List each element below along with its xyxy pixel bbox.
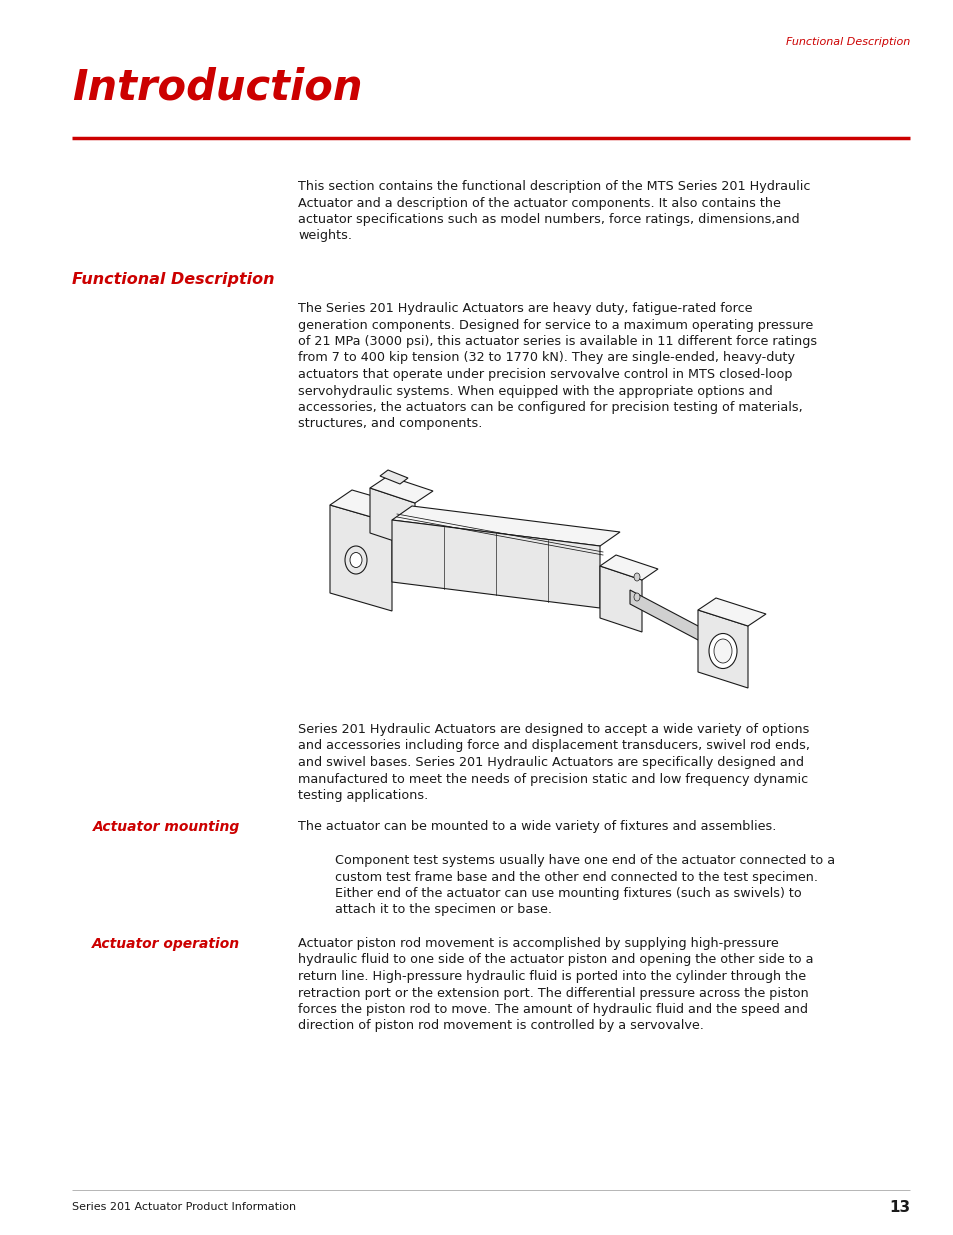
Polygon shape: [698, 610, 747, 688]
Text: custom test frame base and the other end connected to the test specimen.: custom test frame base and the other end…: [335, 871, 817, 883]
Polygon shape: [599, 566, 641, 632]
Text: servohydraulic systems. When equipped with the appropriate options and: servohydraulic systems. When equipped wi…: [297, 384, 772, 398]
Text: manufactured to meet the needs of precision static and low frequency dynamic: manufactured to meet the needs of precis…: [297, 773, 807, 785]
Text: Actuator mounting: Actuator mounting: [92, 820, 240, 834]
Text: 13: 13: [888, 1199, 909, 1214]
Text: Actuator and a description of the actuator components. It also contains the: Actuator and a description of the actuat…: [297, 196, 781, 210]
Text: attach it to the specimen or base.: attach it to the specimen or base.: [335, 904, 552, 916]
Polygon shape: [599, 555, 658, 580]
Text: Functional Description: Functional Description: [785, 37, 909, 47]
Ellipse shape: [634, 573, 639, 580]
Text: weights.: weights.: [297, 230, 352, 242]
Ellipse shape: [708, 634, 737, 668]
Text: Series 201 Hydraulic Actuators are designed to accept a wide variety of options: Series 201 Hydraulic Actuators are desig…: [297, 722, 808, 736]
Text: of 21 MPa (3000 psi), this actuator series is available in 11 different force ra: of 21 MPa (3000 psi), this actuator seri…: [297, 335, 817, 348]
Text: structures, and components.: structures, and components.: [297, 417, 482, 431]
Text: Series 201 Actuator Product Information: Series 201 Actuator Product Information: [71, 1202, 295, 1212]
Text: actuator specifications such as model numbers, force ratings, dimensions,and: actuator specifications such as model nu…: [297, 212, 799, 226]
Polygon shape: [330, 490, 414, 522]
Polygon shape: [370, 488, 415, 548]
Ellipse shape: [634, 593, 639, 601]
Polygon shape: [698, 598, 765, 626]
Text: This section contains the functional description of the MTS Series 201 Hydraulic: This section contains the functional des…: [297, 180, 809, 193]
Text: Actuator piston rod movement is accomplished by supplying high-pressure: Actuator piston rod movement is accompli…: [297, 937, 778, 950]
Text: accessories, the actuators can be configured for precision testing of materials,: accessories, the actuators can be config…: [297, 401, 801, 414]
Text: forces the piston rod to move. The amount of hydraulic fluid and the speed and: forces the piston rod to move. The amoun…: [297, 1003, 807, 1016]
Polygon shape: [330, 505, 392, 611]
Ellipse shape: [713, 638, 731, 663]
Ellipse shape: [345, 546, 367, 574]
Polygon shape: [392, 506, 619, 546]
Polygon shape: [370, 475, 433, 503]
Text: retraction port or the extension port. The differential pressure across the pist: retraction port or the extension port. T…: [297, 987, 808, 999]
Polygon shape: [629, 590, 700, 641]
Polygon shape: [392, 520, 599, 608]
Ellipse shape: [350, 552, 361, 568]
Text: The actuator can be mounted to a wide variety of fixtures and assemblies.: The actuator can be mounted to a wide va…: [297, 820, 776, 832]
Text: The Series 201 Hydraulic Actuators are heavy duty, fatigue-rated force: The Series 201 Hydraulic Actuators are h…: [297, 303, 752, 315]
Text: generation components. Designed for service to a maximum operating pressure: generation components. Designed for serv…: [297, 319, 812, 331]
Text: from 7 to 400 kip tension (32 to 1770 kN). They are single-ended, heavy-duty: from 7 to 400 kip tension (32 to 1770 kN…: [297, 352, 794, 364]
Text: testing applications.: testing applications.: [297, 789, 428, 802]
Text: return line. High-pressure hydraulic fluid is ported into the cylinder through t: return line. High-pressure hydraulic flu…: [297, 969, 805, 983]
Text: direction of piston rod movement is controlled by a servovalve.: direction of piston rod movement is cont…: [297, 1020, 703, 1032]
Text: Component test systems usually have one end of the actuator connected to a: Component test systems usually have one …: [335, 853, 834, 867]
Text: Introduction: Introduction: [71, 65, 362, 107]
Polygon shape: [379, 471, 408, 484]
Text: Actuator operation: Actuator operation: [91, 937, 240, 951]
Text: Functional Description: Functional Description: [71, 272, 274, 287]
Text: and swivel bases. Series 201 Hydraulic Actuators are specifically designed and: and swivel bases. Series 201 Hydraulic A…: [297, 756, 803, 769]
Text: Either end of the actuator can use mounting fixtures (such as swivels) to: Either end of the actuator can use mount…: [335, 887, 801, 900]
Text: hydraulic fluid to one side of the actuator piston and opening the other side to: hydraulic fluid to one side of the actua…: [297, 953, 813, 967]
Text: actuators that operate under precision servovalve control in MTS closed-loop: actuators that operate under precision s…: [297, 368, 792, 382]
Text: and accessories including force and displacement transducers, swivel rod ends,: and accessories including force and disp…: [297, 740, 809, 752]
